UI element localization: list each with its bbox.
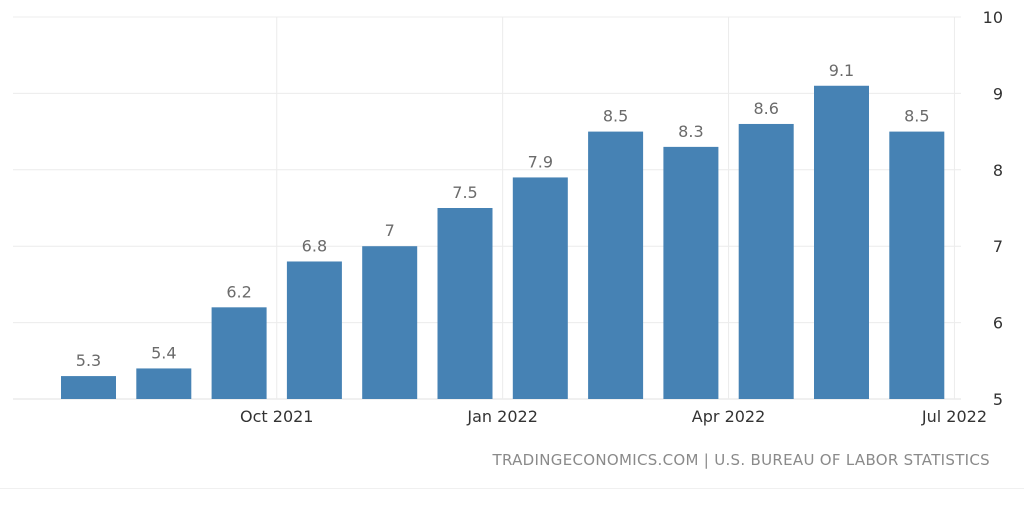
x-tick-label: Oct 2021 — [240, 407, 313, 426]
bar — [889, 131, 945, 399]
bar-value-label: 7 — [385, 221, 395, 240]
bar — [362, 246, 418, 399]
bar — [61, 376, 116, 399]
bars — [61, 85, 945, 400]
x-tick-label: Apr 2022 — [692, 407, 765, 426]
bar-value-label: 5.4 — [151, 343, 176, 362]
x-tick-label: Jul 2022 — [921, 407, 987, 426]
bar-value-label: 8.5 — [603, 107, 628, 126]
bar-value-label: 7.9 — [528, 152, 553, 171]
bar — [814, 85, 869, 399]
y-tick-label: 7 — [993, 237, 1003, 256]
bar — [211, 307, 267, 399]
bar-value-label: 8.6 — [753, 99, 778, 118]
divider — [0, 488, 1024, 489]
value-labels: 5.3 5.4 6.2 6.8 7 7.5 7.9 8.5 8.3 8.6 9.1 8.5 — [76, 61, 930, 370]
x-axis-ticks: Oct 2021 Jan 2022 Apr 2022 Jul 2022 — [240, 407, 987, 426]
bar-chart: 5.3 5.4 6.2 6.8 7 7.5 7.9 8.5 8.3 8.6 9.1 8.5 Oct 2… — [13, 8, 1003, 426]
bar — [588, 131, 644, 399]
y-tick-label: 10 — [983, 8, 1003, 27]
bar-value-label: 6.2 — [226, 282, 251, 301]
y-tick-label: 8 — [993, 161, 1003, 180]
bar — [738, 123, 794, 400]
bar — [663, 146, 719, 399]
y-tick-label: 9 — [993, 84, 1003, 103]
source-attribution: TRADINGECONOMICS.COM | U.S. BUREAU OF LA… — [492, 451, 990, 469]
x-tick-label: Jan 2022 — [466, 407, 537, 426]
bar-value-label: 9.1 — [829, 61, 854, 80]
bar — [437, 208, 493, 399]
bar-value-label: 8.3 — [678, 122, 703, 141]
bar-value-label: 8.5 — [904, 107, 929, 126]
bar — [136, 368, 192, 399]
bar-value-label: 5.3 — [76, 351, 101, 370]
y-tick-label: 6 — [993, 314, 1003, 333]
y-tick-label: 5 — [993, 390, 1003, 409]
bar-value-label: 7.5 — [452, 183, 477, 202]
y-axis-ticks: 5 6 7 8 9 10 — [983, 8, 1003, 409]
bar — [286, 261, 342, 399]
bar — [512, 177, 568, 399]
bar-value-label: 6.8 — [302, 236, 327, 255]
